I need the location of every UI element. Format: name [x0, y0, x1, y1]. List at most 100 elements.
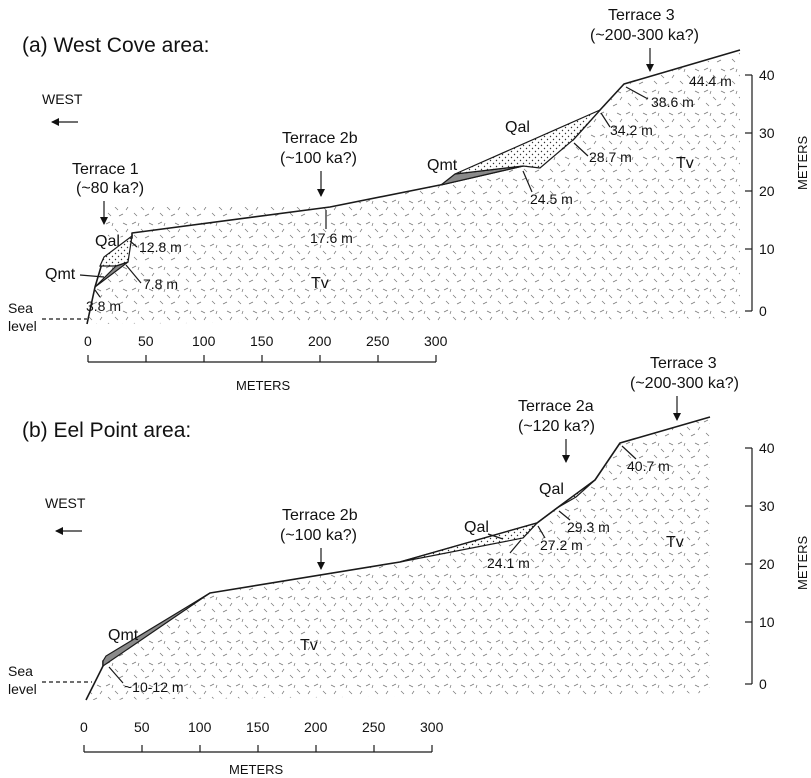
panel-b-sea-level-label-2: level — [8, 681, 37, 697]
panel-a-terrace1-age: (~80 ka?) — [76, 180, 144, 197]
panel-a-x-tick-300: 300 — [424, 333, 448, 349]
panel-b-x-tick-150: 150 — [246, 719, 270, 735]
panel-a-elev-17-6: 17.6 m — [310, 230, 353, 246]
panel-a-terrace3-name: Terrace 3 — [608, 7, 675, 24]
panel-a-elev-24-5-pointer — [522, 170, 533, 193]
panel-a-y-axis: 0 10 20 30 40 METERS — [745, 67, 810, 319]
panel-b-terrace3-age: (~200-300 ka?) — [630, 375, 739, 392]
panel-a-x-tick-50: 50 — [138, 333, 154, 349]
panel-a-qal-mid-label: Qal — [505, 119, 530, 136]
panel-b-terrace2a-age: (~120 ka?) — [518, 418, 595, 435]
panel-b-y-axis: 0 10 20 30 40 METERS — [745, 440, 810, 692]
panel-a-elev-3-8-pointer — [94, 289, 101, 298]
panel-a-elev-7-8-pointer — [125, 264, 142, 284]
panel-b-qmt-left-deposit — [102, 592, 211, 668]
panel-a-elev-38-6-pointer — [625, 86, 649, 100]
panel-b: (b) Eel Point area: WEST Sea level Qmt T… — [8, 355, 810, 777]
panel-a-qmt-mid-label: Qmt — [427, 157, 458, 174]
panel-a-x-tick-200: 200 — [308, 333, 332, 349]
panel-b-x-tick-300: 300 — [420, 719, 444, 735]
panel-a-terrace2b-name: Terrace 2b — [282, 130, 358, 147]
panel-b-y-tick-0: 0 — [759, 676, 767, 692]
panel-a: (a) West Cove area: WEST Sea level Qal Q… — [8, 7, 810, 393]
panel-a-sea-level-label-1: Sea — [8, 300, 33, 316]
panel-b-terrace2b-name: Terrace 2b — [282, 507, 358, 524]
panel-b-elev-24-1-pointer — [509, 539, 522, 554]
panel-b-bedrock-tv — [86, 417, 710, 700]
panel-a-title: (a) West Cove area: — [22, 34, 210, 57]
panel-a-qal-left-deposit — [99, 234, 133, 267]
panel-a-elev-3-8: 3.8 m — [86, 298, 121, 314]
panel-b-qmt-left-label: Qmt — [108, 627, 139, 644]
panel-a-y-tick-10: 10 — [759, 241, 775, 257]
panel-b-elev-29-3: 29.3 m — [567, 519, 610, 535]
panel-a-y-tick-30: 30 — [759, 125, 775, 141]
panel-b-title: (b) Eel Point area: — [22, 419, 191, 442]
panel-a-y-tick-40: 40 — [759, 67, 775, 83]
panel-a-x-tick-150: 150 — [250, 333, 274, 349]
panel-a-y-axis-title: METERS — [795, 136, 810, 191]
panel-b-qal-right-deposit — [536, 479, 596, 524]
panel-a-elev-28-7: 28.7 m — [589, 149, 632, 165]
panel-b-tv-left-label: Tv — [300, 637, 318, 654]
panel-b-qal-mid-pointer — [487, 533, 504, 540]
panel-b-qal-right-label: Qal — [539, 481, 564, 498]
panel-a-tv-left-label: Tv — [311, 275, 329, 292]
panel-b-qal-mid-label: Qal — [464, 519, 489, 536]
panel-a-elev-28-7-pointer — [573, 142, 589, 157]
panel-b-x-tick-0: 0 — [80, 719, 88, 735]
panel-a-x-axis-title: METERS — [236, 378, 291, 393]
panel-b-y-tick-20: 20 — [759, 556, 775, 572]
panel-b-x-axis: 0 50 100 150 200 250 300 METERS — [80, 719, 444, 777]
panel-a-sea-level-label-2: level — [8, 318, 37, 334]
panel-b-terrace2a-name: Terrace 2a — [518, 398, 594, 415]
panel-b-x-tick-200: 200 — [304, 719, 328, 735]
panel-a-elev-38-6: 38.6 m — [651, 94, 694, 110]
panel-a-elev-44-4: 44.4 m — [689, 73, 732, 89]
panel-a-west-label: WEST — [42, 91, 83, 107]
panel-a-qal-left-label: Qal — [95, 233, 120, 250]
panel-a-y-tick-20: 20 — [759, 183, 775, 199]
panel-b-y-tick-40: 40 — [759, 440, 775, 456]
panel-b-x-tick-50: 50 — [134, 719, 150, 735]
panel-a-bedrock-tv — [87, 52, 740, 324]
panel-b-sea-level-label-1: Sea — [8, 663, 33, 679]
panel-b-elev-10-12: ~10-12 m — [124, 679, 184, 695]
panel-b-elev-24-1: 24.1 m — [487, 555, 530, 571]
panel-a-elev-24-5: 24.5 m — [530, 191, 573, 207]
panel-b-x-axis-title: METERS — [229, 762, 284, 777]
panel-a-terrace2b-age: (~100 ka?) — [280, 150, 357, 167]
panel-b-qal-right-base — [522, 522, 538, 539]
panel-b-terrace3-name: Terrace 3 — [650, 355, 717, 372]
panel-a-qal-mid-deposit — [454, 109, 601, 175]
panel-b-y-axis-title: METERS — [795, 536, 810, 591]
panel-b-x-tick-100: 100 — [188, 719, 212, 735]
panel-a-elev-12-8-pointer — [129, 240, 138, 248]
panel-b-tv-right-label: Tv — [666, 534, 684, 551]
panel-a-qmt-left-label: Qmt — [45, 266, 76, 283]
panel-a-elev-7-8: 7.8 m — [143, 276, 178, 292]
panel-a-y-tick-0: 0 — [759, 303, 767, 319]
panel-b-elev-29-3-pointer — [558, 510, 571, 521]
panel-b-west-label: WEST — [45, 495, 86, 511]
panel-a-qmt-left-pointer — [79, 274, 105, 278]
panel-b-elev-10-12-pointer — [108, 666, 124, 684]
panel-a-x-tick-250: 250 — [366, 333, 390, 349]
panel-a-x-axis: 0 50 100 150 200 250 300 METERS — [84, 333, 448, 393]
panel-a-x-tick-0: 0 — [84, 333, 92, 349]
panel-b-elev-27-2-pointer — [537, 525, 546, 539]
panel-b-terrace2b-age: (~100 ka?) — [280, 527, 357, 544]
panel-b-elev-27-2: 27.2 m — [540, 537, 583, 553]
panel-a-elev-34-2-pointer — [600, 112, 611, 128]
panel-a-terrace3-age: (~200-300 ka?) — [590, 27, 699, 44]
panel-b-x-tick-250: 250 — [362, 719, 386, 735]
panel-b-elev-40-7-pointer — [621, 445, 637, 460]
panel-a-tv-right-label: Tv — [676, 155, 694, 172]
panel-b-y-tick-30: 30 — [759, 498, 775, 514]
panel-a-elev-34-2: 34.2 m — [610, 122, 653, 138]
panel-b-y-tick-10: 10 — [759, 614, 775, 630]
panel-b-elev-40-7: 40.7 m — [627, 458, 670, 474]
panel-a-x-tick-100: 100 — [192, 333, 216, 349]
panel-a-terrace1-name: Terrace 1 — [72, 161, 139, 178]
